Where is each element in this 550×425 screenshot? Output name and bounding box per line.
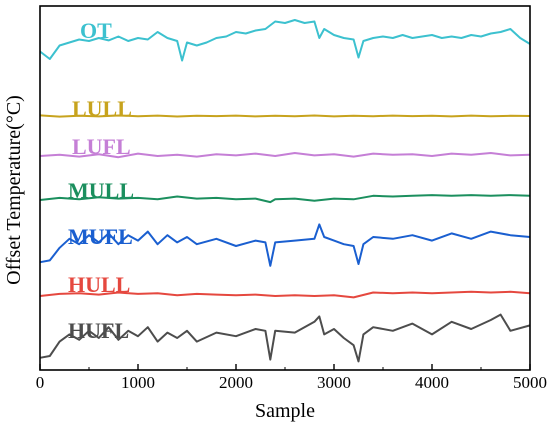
series-label-lull: LULL	[72, 96, 132, 121]
plot-area	[39, 19, 531, 363]
series-labels: OT LULL LUFL MULL MUFL HULL HUFL	[68, 18, 134, 343]
series-label-hull: HULL	[68, 272, 130, 297]
series-label-hufl: HUFL	[68, 318, 129, 343]
series-line-mufl	[39, 223, 531, 267]
series-line-mull	[39, 194, 531, 204]
series-line-ot	[39, 19, 531, 62]
series-line-hull	[39, 290, 531, 299]
x-axis-title: Sample	[255, 400, 315, 422]
series-line-hufl	[39, 313, 531, 363]
x-tick-label: 0	[36, 373, 45, 392]
series-label-lufl: LUFL	[72, 134, 131, 159]
x-tick-label: 5000	[513, 373, 547, 392]
series-line-lufl	[39, 152, 531, 159]
series-label-mufl: MUFL	[68, 224, 133, 249]
y-axis-title: Offset Temperature(°C)	[3, 95, 25, 285]
axes: 0 1000 2000 3000 4000 5000	[36, 5, 547, 392]
x-tick-label: 3000	[317, 373, 351, 392]
x-tick-label: 4000	[415, 373, 449, 392]
series-label-mull: MULL	[68, 178, 134, 203]
series-line-lull	[39, 114, 531, 118]
x-tick-label: 2000	[219, 373, 253, 392]
x-tick-label: 1000	[121, 373, 155, 392]
series-label-ot: OT	[80, 18, 112, 43]
